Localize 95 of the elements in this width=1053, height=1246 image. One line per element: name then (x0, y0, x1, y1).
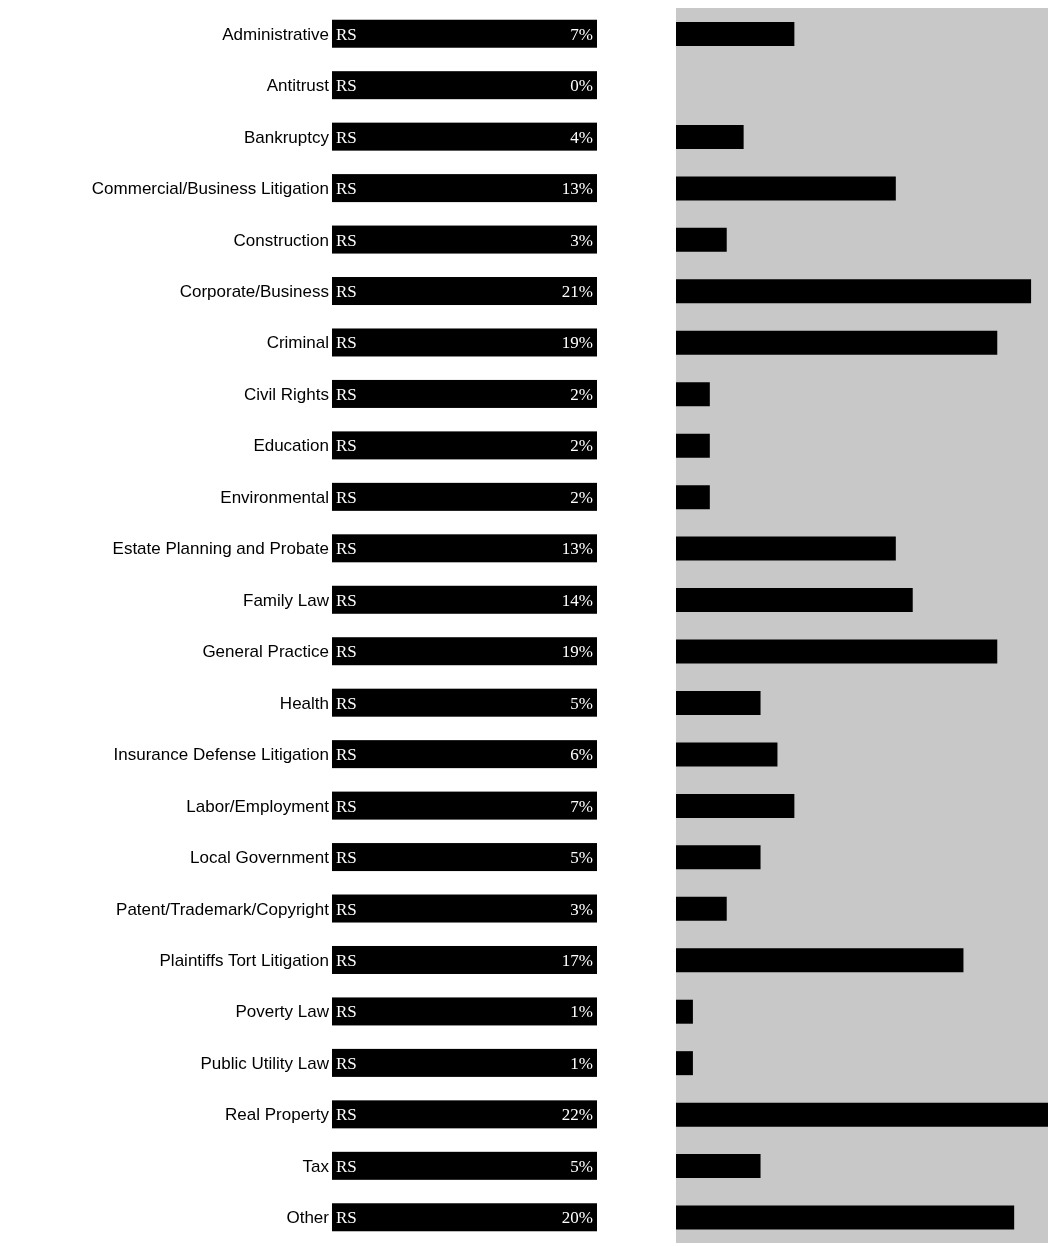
data-label: 21% (561, 282, 593, 302)
y-tick-label: Administrative (222, 24, 329, 44)
y-tick-label: Commercial/Business Litigation (91, 179, 329, 199)
text: RS (336, 796, 357, 816)
y-tick-label: Health (279, 693, 329, 713)
data-label: 13% (561, 539, 593, 559)
bar (676, 690, 761, 715)
y-tick-label: Local Government (190, 848, 330, 868)
bar (676, 536, 896, 561)
text: RS (336, 282, 357, 302)
data-label: 17% (561, 950, 593, 970)
text: RS (336, 848, 357, 868)
bar (676, 485, 710, 510)
data-label: 5% (570, 848, 593, 868)
text: RS (336, 24, 357, 44)
data-label: 5% (570, 693, 593, 713)
data-label: 19% (561, 333, 593, 353)
y-tick-label: General Practice (202, 642, 329, 662)
text: RS (336, 384, 357, 404)
bar (676, 227, 727, 252)
y-tick-label: Public Utility Law (200, 1053, 330, 1073)
data-label: 19% (561, 642, 593, 662)
bar (676, 793, 795, 818)
bar (676, 588, 913, 613)
text: RS (336, 1208, 357, 1228)
text: RS (336, 590, 357, 610)
text: RS (336, 950, 357, 970)
data-label: 5% (570, 1156, 593, 1176)
data-label: 2% (570, 384, 593, 404)
bar (676, 639, 998, 664)
y-tick-label: Tax (302, 1156, 330, 1176)
y-tick-label: Insurance Defense Litigation (113, 745, 329, 765)
y-tick-label: Estate Planning and Probate (112, 539, 329, 559)
text: RS (336, 642, 357, 662)
data-label: 4% (570, 127, 593, 147)
text: RS (336, 127, 357, 147)
data-label: 22% (561, 1105, 593, 1125)
y-tick-label: Real Property (225, 1105, 330, 1125)
text: RS (336, 179, 357, 199)
y-tick-label: Construction (233, 230, 329, 250)
bar (676, 896, 727, 921)
bar (676, 382, 710, 407)
bar (676, 1205, 1015, 1230)
bar (676, 124, 744, 149)
text: RS (336, 745, 357, 765)
text: RS (336, 76, 357, 96)
bar (676, 330, 998, 355)
bar (676, 742, 778, 767)
y-tick-label: Poverty Law (235, 1002, 330, 1022)
y-tick-label: Criminal (266, 333, 329, 353)
y-tick-label: Bankruptcy (243, 127, 330, 147)
data-label: 3% (570, 230, 593, 250)
text: RS (336, 1105, 357, 1125)
bar (676, 845, 761, 870)
text: RS (336, 1053, 357, 1073)
y-tick-label: Civil Rights (243, 384, 329, 404)
text: RS (336, 487, 357, 507)
bar (676, 433, 710, 458)
y-tick-label: Environmental (220, 487, 329, 507)
y-tick-label: Education (253, 436, 329, 456)
y-tick-label: Other (286, 1208, 330, 1228)
y-tick-label: Plaintiffs Tort Litigation (159, 950, 329, 970)
text: RS (336, 333, 357, 353)
data-label: 3% (570, 899, 593, 919)
text: RS (336, 539, 357, 559)
y-tick-label: Labor/Employment (186, 796, 330, 816)
bar (676, 1154, 761, 1179)
data-label: 20% (561, 1208, 593, 1228)
text: RS (336, 436, 357, 456)
bar (676, 948, 964, 973)
y-tick-label: Corporate/Business (179, 282, 329, 302)
text: RS (336, 899, 357, 919)
text: RS (336, 1002, 357, 1022)
bar (676, 1051, 693, 1076)
bar (676, 999, 693, 1024)
text: RS (336, 1156, 357, 1176)
data-label: 13% (561, 179, 593, 199)
bar (676, 1102, 1048, 1127)
bar (676, 176, 896, 201)
text: RS (336, 230, 357, 250)
data-label: 0% (570, 76, 593, 96)
data-label: 7% (570, 24, 593, 44)
y-tick-label: Antitrust (266, 76, 330, 96)
data-label: 7% (570, 796, 593, 816)
data-label: 1% (570, 1002, 593, 1022)
data-label: 1% (570, 1053, 593, 1073)
bar (676, 279, 1032, 304)
data-label: 2% (570, 487, 593, 507)
bar (676, 22, 795, 46)
data-label: 2% (570, 436, 593, 456)
y-tick-label: Patent/Trademark/Copyright (116, 899, 330, 919)
text: RS (336, 693, 357, 713)
data-label: 14% (561, 590, 593, 610)
data-label: 6% (570, 745, 593, 765)
y-tick-label: Family Law (243, 590, 330, 610)
